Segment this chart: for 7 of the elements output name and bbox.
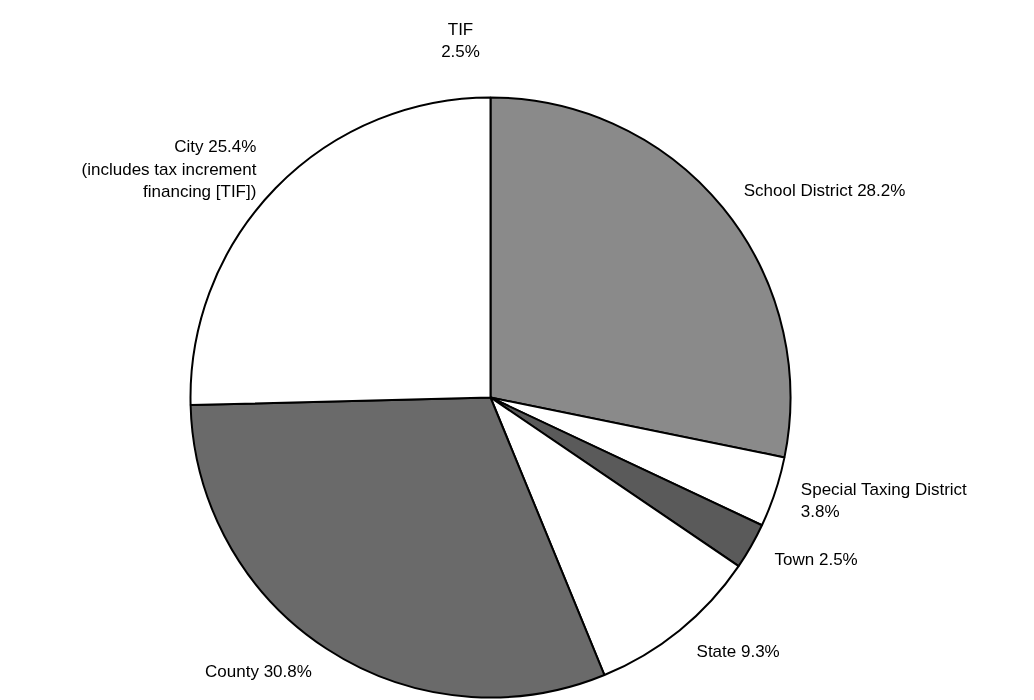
slice-label: State 9.3% (696, 641, 780, 661)
slice-label: Town 2.5% (774, 550, 858, 570)
slice-label: School District 28.2% (743, 181, 906, 201)
text: TIF 2.5% (441, 19, 480, 62)
slice-label: City 25.4% (includes tax increment financing [TIF]) (81, 136, 257, 202)
slice-label: County 30.8% (205, 661, 312, 681)
slice-label: Special Taxing District 3.8% (800, 479, 968, 522)
